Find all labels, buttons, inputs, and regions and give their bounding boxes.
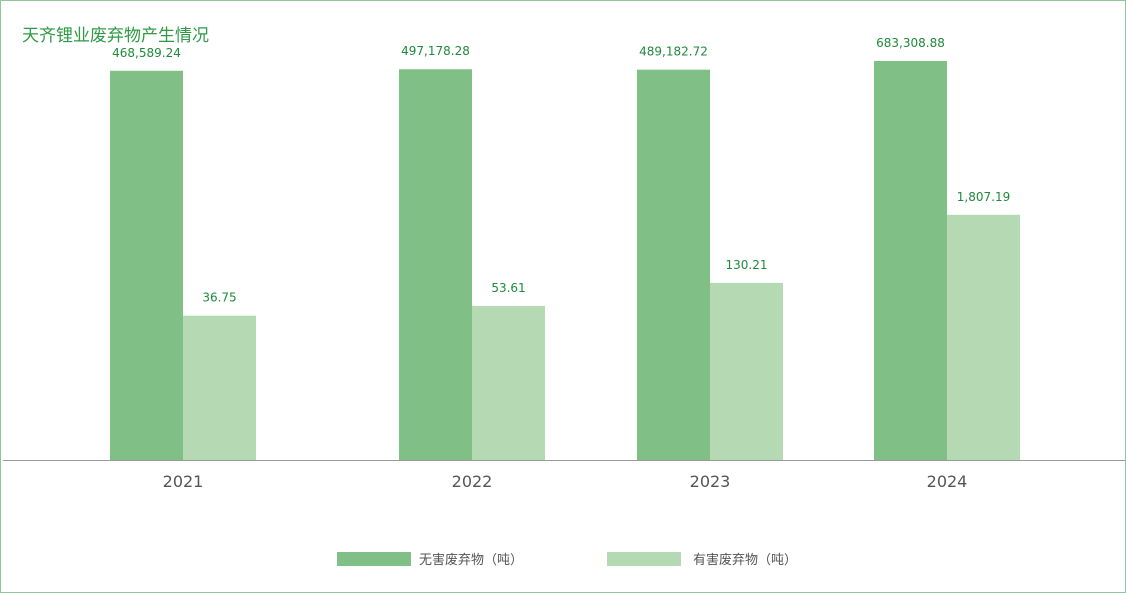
data-label-hazardous-2024: 1,807.19 — [957, 190, 1010, 204]
bar-hazardous-2022 — [472, 305, 545, 460]
legend-swatch-nonhazardous — [337, 552, 411, 566]
bar-hazardous-2021 — [183, 315, 256, 460]
data-label-hazardous-2022: 53.61 — [491, 281, 525, 295]
x-tick-label-2024: 2024 — [927, 472, 968, 491]
chart-plot: 468,589.24 497,178.28 489,182.72 683,308.88… — [3, 36, 1125, 491]
x-tick-label-2023: 2023 — [690, 472, 731, 491]
legend-label-nonhazardous: 无害废弃物（吨） — [419, 553, 524, 568]
x-tick-label-2021: 2021 — [163, 472, 204, 491]
bar-nonhazardous-2022 — [399, 69, 472, 460]
bar-hazardous-2024 — [947, 214, 1020, 460]
data-label-nonhazardous-2021: 468,589.24 — [112, 46, 181, 60]
x-tick-label-2022: 2022 — [452, 472, 493, 491]
data-label-nonhazardous-2022: 497,178.28 — [401, 44, 470, 58]
legend: 无害废弃物（吨） 有害废弃物（吨） — [1, 549, 1125, 571]
bar-hazardous-2023 — [710, 282, 783, 460]
bar-nonhazardous-2024 — [874, 61, 947, 460]
chart-title: 天齐锂业废弃物产生情况 — [22, 26, 209, 46]
bar-nonhazardous-2021 — [110, 70, 183, 460]
data-label-nonhazardous-2024: 683,308.88 — [876, 36, 945, 50]
legend-label-hazardous: 有害废弃物（吨） — [693, 553, 798, 568]
data-label-nonhazardous-2023: 489,182.72 — [639, 45, 708, 59]
legend-swatch-hazardous — [607, 552, 681, 566]
data-label-hazardous-2021: 36.75 — [202, 291, 236, 305]
data-label-hazardous-2023: 130.21 — [726, 258, 768, 272]
bar-nonhazardous-2023 — [637, 69, 710, 461]
